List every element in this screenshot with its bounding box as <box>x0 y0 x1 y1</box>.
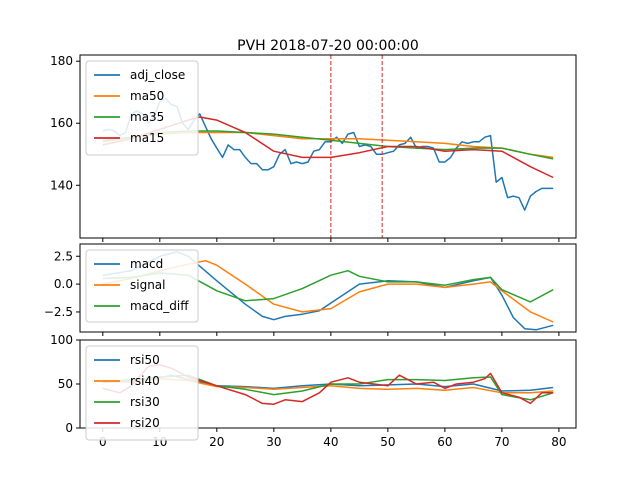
x-tick-label: 60 <box>437 435 452 449</box>
x-tick-label: 20 <box>209 435 224 449</box>
legend-label-rsi30: rsi30 <box>130 395 160 409</box>
chart-title: PVH 2018-07-20 00:00:00 <box>237 38 419 54</box>
legend-box <box>85 345 199 441</box>
panel-1: 2.5 0.0 −2.5 macd signal macd_diff <box>44 243 577 336</box>
legend-box <box>85 249 199 323</box>
y-tick-label: 160 <box>50 116 73 130</box>
y-tick-label: 50 <box>58 377 73 391</box>
legend-label-rsi50: rsi50 <box>130 353 160 367</box>
legend-box <box>85 60 199 156</box>
legend-label-signal: signal <box>130 278 166 292</box>
legend: rsi50 rsi40 rsi30 rsi20 <box>85 345 199 441</box>
legend-label-ma50: ma50 <box>130 89 164 103</box>
y-tick-label: 0.0 <box>54 277 73 291</box>
x-tick-label: 0 <box>99 435 107 449</box>
panel-0: 140 160 180 adj_close ma50 ma35 ma15 <box>50 54 577 242</box>
axes-frame <box>79 54 577 239</box>
y-tick-label: −2.5 <box>44 305 73 319</box>
x-tick-label: 50 <box>380 435 395 449</box>
y-tick-label: 140 <box>50 178 73 192</box>
x-tick-label: 80 <box>551 435 566 449</box>
legend-label-ma35: ma35 <box>130 110 164 124</box>
x-tick-label: 40 <box>323 435 338 449</box>
legend: adj_close ma50 ma35 ma15 <box>85 60 199 156</box>
legend-label-rsi40: rsi40 <box>130 374 160 388</box>
legend-label-macd: macd <box>130 257 163 271</box>
y-tick-label: 180 <box>50 54 73 68</box>
x-tick-label: 30 <box>266 435 281 449</box>
panels: 140 160 180 adj_close ma50 ma35 ma15 2.5 0.0 −2.5… <box>44 54 577 449</box>
legend-label-macd_diff: macd_diff <box>130 299 189 313</box>
y-tick-label: 2.5 <box>54 249 73 263</box>
y-tick-label: 100 <box>50 333 73 347</box>
y-tick-label: 0 <box>65 421 73 435</box>
x-tick-label: 70 <box>494 435 509 449</box>
legend-label-ma15: ma15 <box>130 131 164 145</box>
legend-label-adj_close: adj_close <box>130 68 185 82</box>
legend-label-rsi20: rsi20 <box>130 416 160 430</box>
legend: macd signal macd_diff <box>85 249 199 323</box>
axes-frame <box>79 243 577 333</box>
